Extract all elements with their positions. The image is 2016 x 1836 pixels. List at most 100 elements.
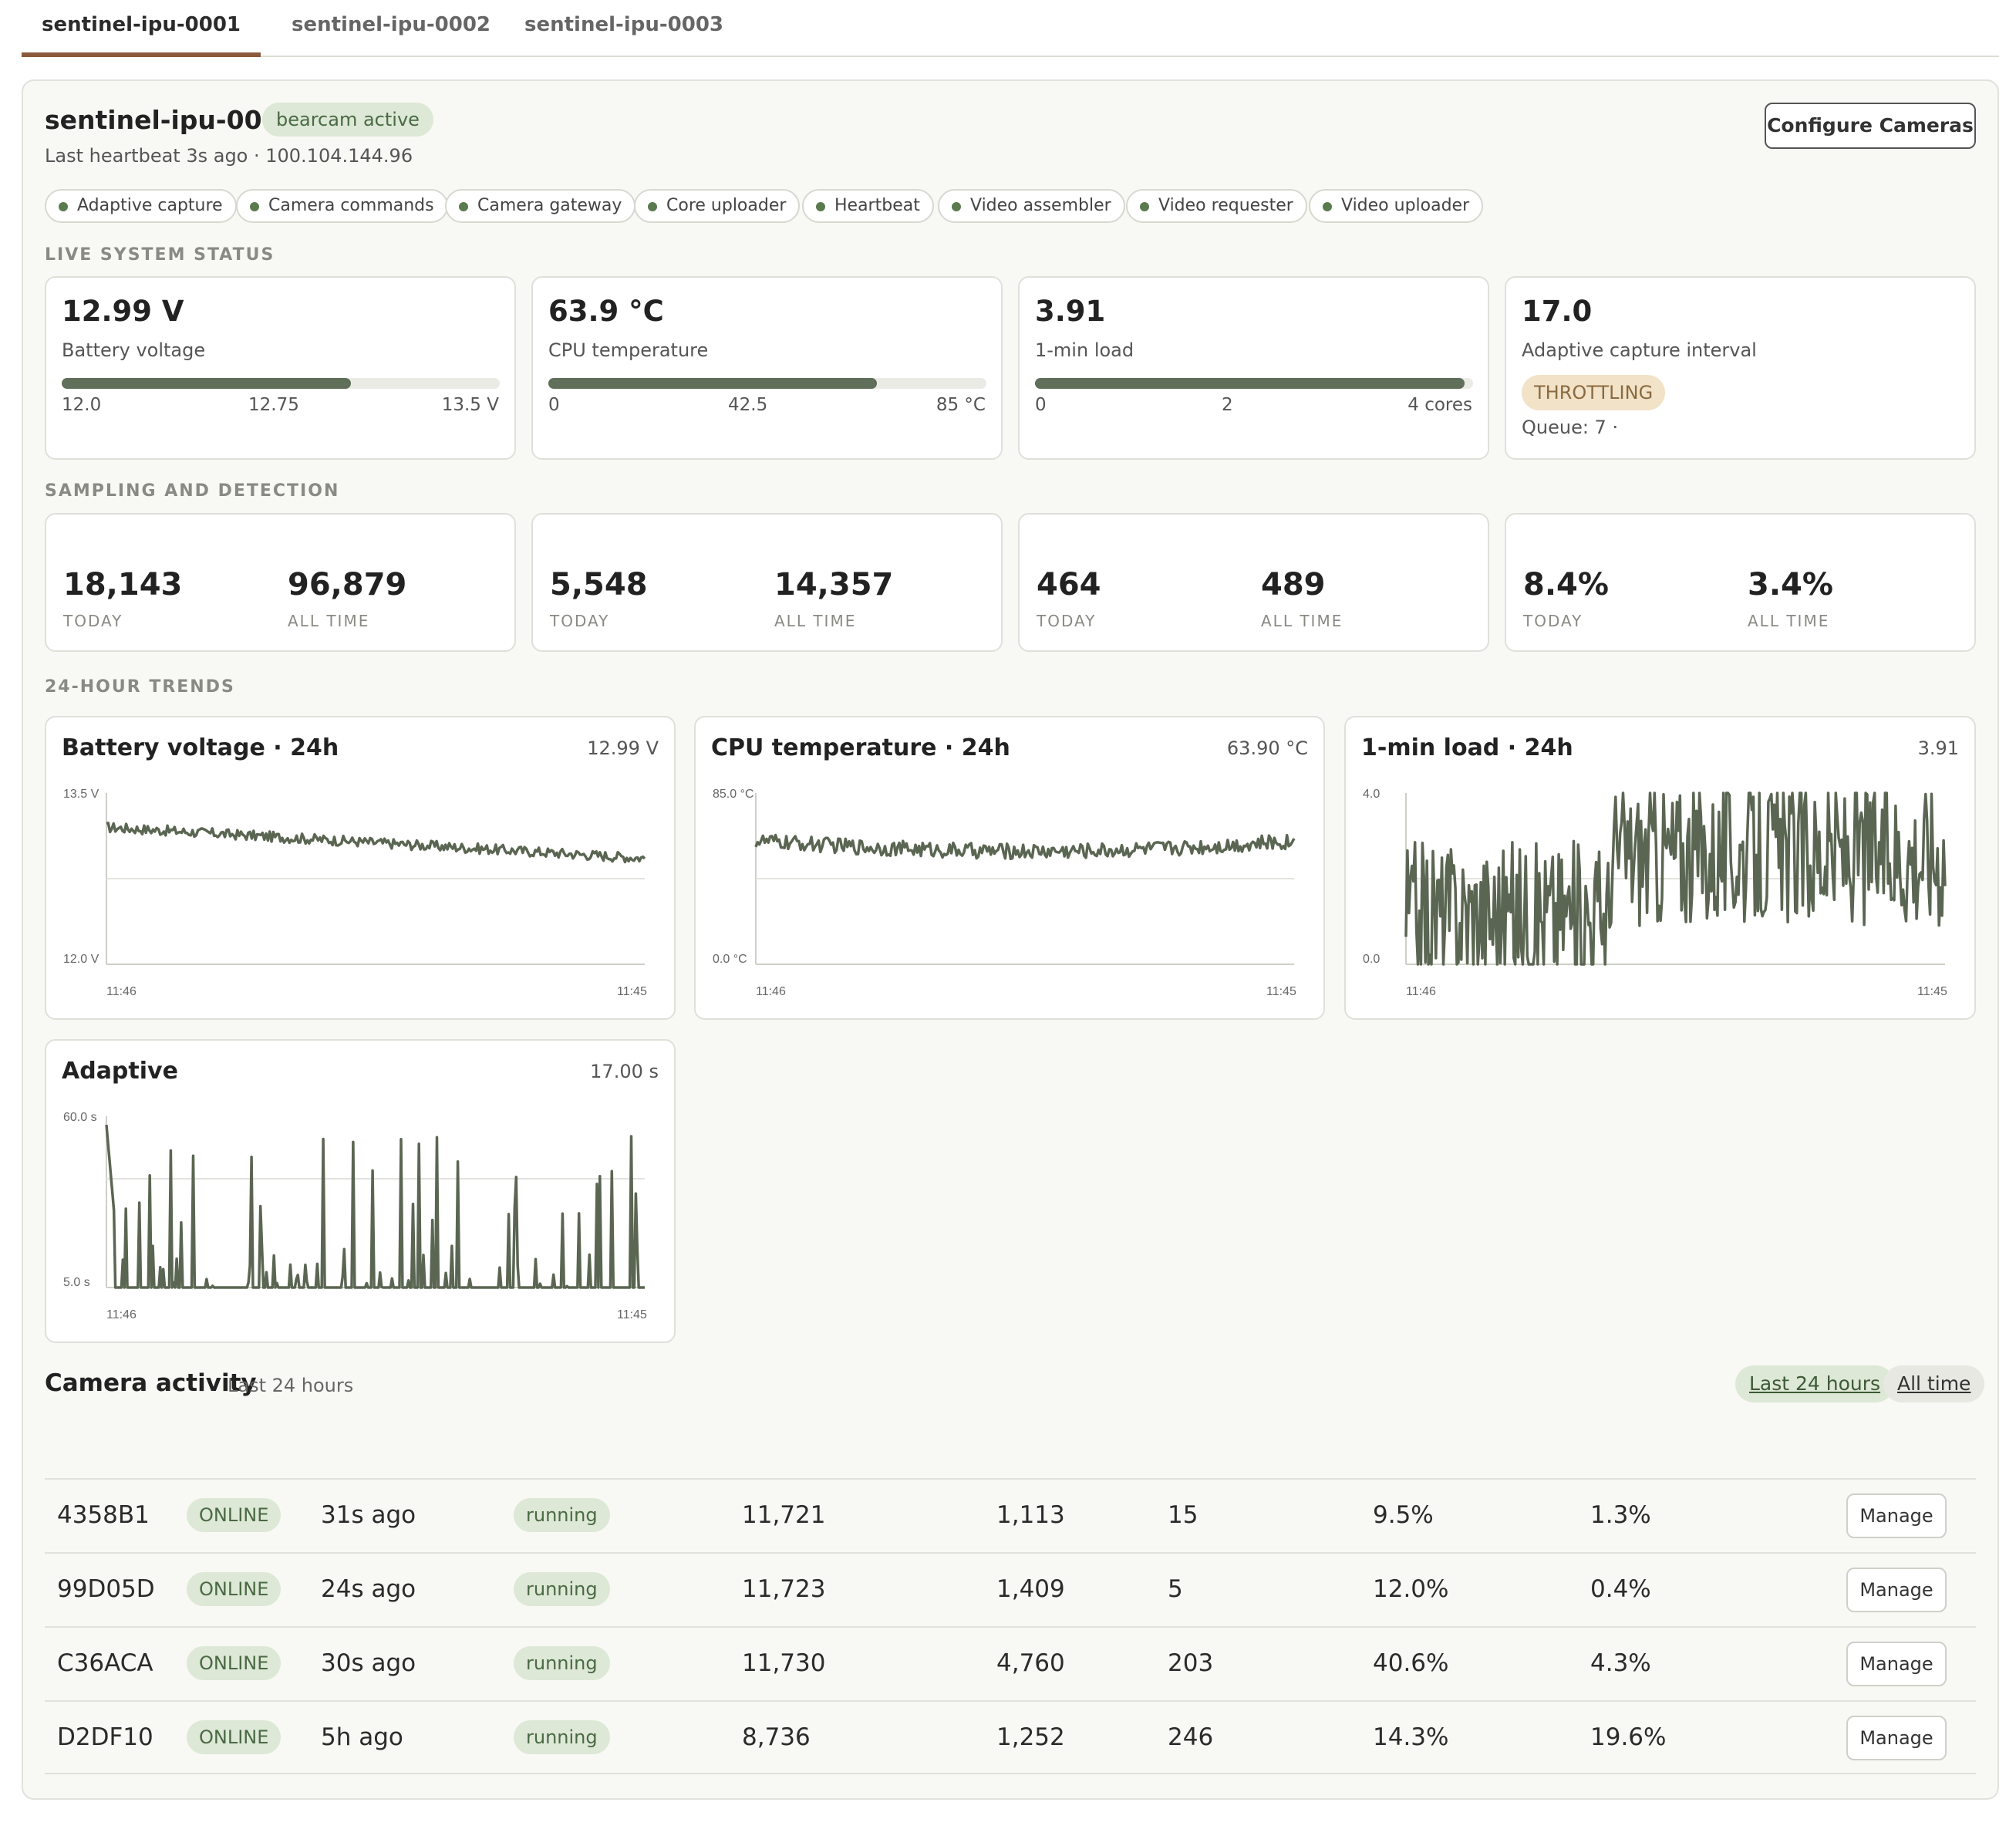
running-badge: running <box>514 1720 610 1754</box>
online-badge: ONLINE <box>187 1498 281 1532</box>
camera-activity-subtitle: Last 24 hours <box>228 1375 354 1396</box>
status-dot-icon <box>459 202 468 211</box>
today-label: TODAY <box>550 612 610 630</box>
camera-id: 99D05D <box>57 1575 155 1603</box>
tab-sentinel-ipu-0001[interactable]: sentinel-ipu-0001 <box>22 11 261 57</box>
service-label: Video uploader <box>1341 196 1470 215</box>
stat-value: 12.99 V <box>62 295 184 328</box>
today-value: 8.4% <box>1523 567 1609 602</box>
count-cell: 1,409 <box>996 1575 1065 1603</box>
status-badge: bearcam active <box>262 103 433 137</box>
chart-current-value: 3.91 <box>1917 737 1959 759</box>
online-badge: ONLINE <box>187 1646 281 1680</box>
service-chip: Heartbeat <box>802 189 934 223</box>
gauge-fill <box>548 378 877 389</box>
y-max-label: 60.0 s <box>63 1111 97 1124</box>
service-label: Camera commands <box>268 196 434 215</box>
gauge-mid: 12.75 <box>248 395 299 415</box>
camera-id: C36ACA <box>57 1649 153 1677</box>
configure-cameras-button[interactable]: Configure Cameras <box>1765 103 1976 149</box>
last-seen: 24s ago <box>321 1575 416 1603</box>
sampling-card: 5,548 TODAY 14,357 ALL TIME <box>531 513 1003 652</box>
queue-info: Queue: 7 · <box>1522 417 1619 438</box>
percent-cell: 12.0% <box>1373 1575 1449 1603</box>
manage-button[interactable]: Manage <box>1846 1493 1947 1538</box>
percent-cell: 40.6% <box>1373 1649 1449 1677</box>
stat-value: 3.91 <box>1035 295 1106 328</box>
sampling-card: 8.4% TODAY 3.4% ALL TIME <box>1505 513 1976 652</box>
today-label: TODAY <box>1037 612 1097 630</box>
all-time-label: ALL TIME <box>774 612 857 630</box>
running-badge: running <box>514 1646 610 1680</box>
stat-label: Adaptive capture interval <box>1522 339 1757 361</box>
table-row: 4358B1 ONLINE 31s ago running 11,721 1,1… <box>45 1478 1976 1552</box>
y-min-label: 12.0 V <box>63 953 99 966</box>
gauge-fill <box>1035 378 1465 389</box>
chart-battery-voltage: 13.5 V 12.0 V 11:46 11:45 Battery voltage ·… <box>45 716 676 1020</box>
stat-card-adaptive: 17.0 Adaptive capture interval THROTTLIN… <box>1505 276 1976 460</box>
gauge-track <box>548 378 986 389</box>
device-tabs: sentinel-ipu-0001 sentinel-ipu-0002 sent… <box>22 0 1999 57</box>
online-badge: ONLINE <box>187 1720 281 1754</box>
range-last-24h-button[interactable]: Last 24 hours <box>1735 1365 1895 1402</box>
count-cell: 15 <box>1168 1501 1198 1529</box>
status-dot-icon <box>952 202 961 211</box>
service-label: Video requester <box>1158 196 1293 215</box>
service-chip: Camera commands <box>236 189 448 223</box>
chart-current-value: 17.00 s <box>590 1061 659 1082</box>
stat-card-cpu-temp: 63.9 °C CPU temperature 0 42.5 85 °C <box>531 276 1003 460</box>
table-row: C36ACA ONLINE 30s ago running 11,730 4,7… <box>45 1626 1976 1700</box>
last-seen: 5h ago <box>321 1723 403 1751</box>
series-line <box>105 1124 645 1289</box>
stat-value: 17.0 <box>1522 295 1593 328</box>
gauge-mid: 2 <box>1222 395 1233 415</box>
chart-title: Battery voltage · 24h <box>62 734 339 761</box>
status-dot-icon <box>59 202 68 211</box>
range-all-time-button[interactable]: All time <box>1883 1365 1985 1402</box>
x-start-label: 11:46 <box>756 985 786 998</box>
tab-sentinel-ipu-0002[interactable]: sentinel-ipu-0002 <box>292 13 491 36</box>
count-cell: 11,723 <box>742 1575 826 1603</box>
stat-card-load: 3.91 1-min load 0 2 4 cores <box>1018 276 1489 460</box>
chart-title: 1-min load · 24h <box>1361 734 1573 761</box>
count-cell: 1,113 <box>996 1501 1065 1529</box>
count-cell: 246 <box>1168 1723 1214 1751</box>
all-time-value: 14,357 <box>774 567 894 602</box>
status-dot-icon <box>1323 202 1332 211</box>
percent-cell: 4.3% <box>1590 1649 1651 1677</box>
service-chip: Core uploader <box>634 189 801 223</box>
today-value: 464 <box>1037 567 1101 602</box>
camera-activity-title: Camera activity <box>45 1369 257 1397</box>
manage-button[interactable]: Manage <box>1846 1716 1947 1760</box>
all-time-value: 3.4% <box>1748 567 1833 602</box>
section-live-status: LIVE SYSTEM STATUS <box>45 245 275 265</box>
chart-current-value: 12.99 V <box>587 737 659 759</box>
manage-button[interactable]: Manage <box>1846 1642 1947 1686</box>
section-sampling: SAMPLING AND DETECTION <box>45 481 340 501</box>
count-cell: 11,721 <box>742 1501 826 1529</box>
stat-card-battery: 12.99 V Battery voltage 12.0 12.75 13.5 … <box>45 276 516 460</box>
tab-sentinel-ipu-0003[interactable]: sentinel-ipu-0003 <box>524 13 723 36</box>
status-dot-icon <box>816 202 825 211</box>
y-min-label: 0.0 °C <box>713 953 747 966</box>
chart-load: 4.0 0.0 11:46 11:45 1-min load · 24h 3.91 <box>1344 716 1976 1020</box>
series-line <box>1404 791 1947 966</box>
gauge-max: 13.5 V <box>441 395 499 415</box>
gauge-track <box>1035 378 1473 389</box>
throttling-badge: THROTTLING <box>1522 375 1666 410</box>
percent-cell: 19.6% <box>1590 1723 1667 1751</box>
stat-label: CPU temperature <box>548 339 709 361</box>
y-max-label: 4.0 <box>1363 788 1380 801</box>
gauge-fill <box>62 378 351 389</box>
service-label: Camera gateway <box>477 196 622 215</box>
all-time-value: 96,879 <box>288 567 407 602</box>
running-badge: running <box>514 1572 610 1606</box>
last-seen: 30s ago <box>321 1649 416 1677</box>
manage-button[interactable]: Manage <box>1846 1568 1947 1612</box>
online-badge: ONLINE <box>187 1572 281 1606</box>
service-chip: Video requester <box>1126 189 1307 223</box>
chart-title: Adaptive <box>62 1058 178 1085</box>
y-max-label: 85.0 °C <box>713 788 754 801</box>
count-cell: 11,730 <box>742 1649 826 1677</box>
service-label: Heartbeat <box>834 196 920 215</box>
